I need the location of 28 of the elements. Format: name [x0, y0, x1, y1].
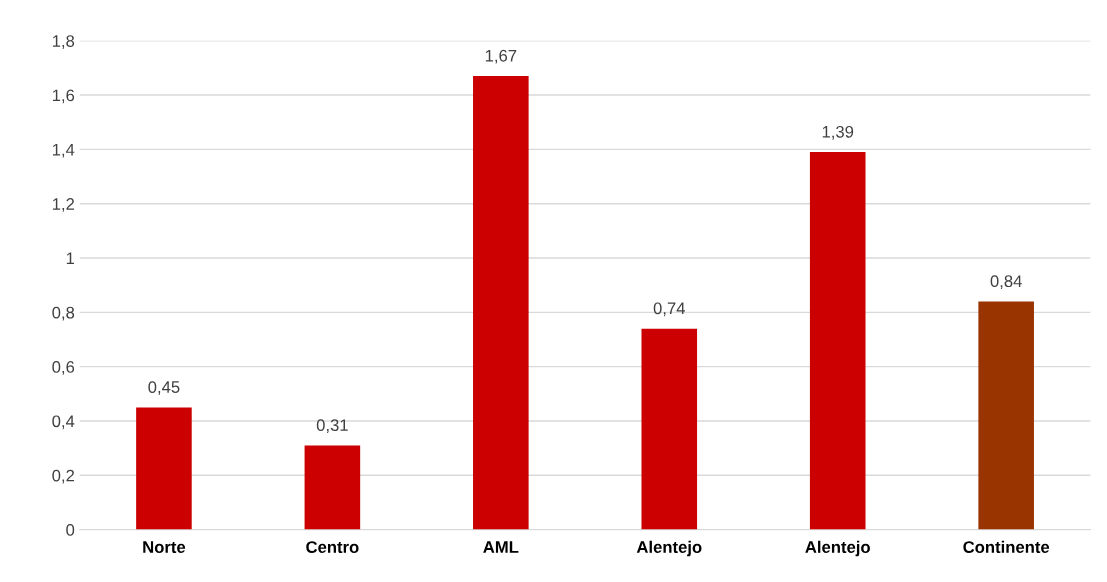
x-tick-label: Alentejo [636, 540, 702, 557]
bar [304, 445, 361, 530]
y-tick-label: 0,2 [52, 469, 75, 484]
x-tick-label: Alentejo [805, 540, 870, 557]
bar [641, 328, 698, 530]
bar [473, 76, 529, 530]
y-tick-label: 1,2 [52, 198, 75, 212]
x-tick-label: AML [483, 541, 519, 553]
bar [809, 152, 866, 530]
bar [978, 301, 1034, 530]
x-tick-label: Norte [143, 541, 186, 553]
data-label: 1,67 [485, 49, 517, 64]
y-tick-label: 0,6 [52, 361, 75, 375]
y-tick-label: 1,8 [52, 35, 75, 49]
y-tick-label: 0 [66, 524, 75, 536]
bar [136, 407, 192, 530]
data-label: 0,74 [653, 302, 686, 317]
y-tick-label: 1,4 [52, 143, 75, 158]
y-tick-label: 0,4 [52, 415, 75, 430]
x-tick-label: Centro [306, 541, 359, 553]
y-tick-label: 0,8 [52, 306, 75, 321]
data-label: 1,39 [822, 125, 854, 140]
x-tick-label: Continente [963, 540, 1050, 553]
y-tick-label: 1,6 [52, 89, 75, 104]
data-label: 0,45 [148, 381, 180, 395]
data-label: 0,31 [316, 419, 348, 433]
y-tick-label: 1 [66, 252, 75, 265]
data-label: 0,84 [990, 275, 1022, 290]
